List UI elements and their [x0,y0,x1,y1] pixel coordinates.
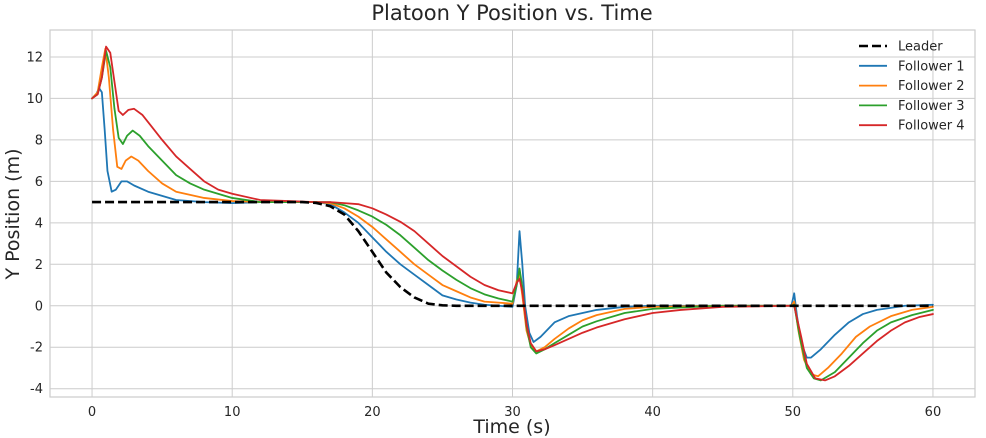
plot-border [49,29,976,398]
y-axis-ticks: -4 -2 0 2 4 6 8 10 12 [26,50,43,397]
y-tick-label: 4 [35,216,43,231]
x-tick-label: 60 [925,405,942,420]
x-tick-label: 20 [364,405,381,420]
x-tick-label: 30 [504,405,521,420]
y-tick-label: 10 [26,92,43,107]
x-tick-label: 50 [785,405,802,420]
x-axis-label: Time (s) [472,416,550,438]
x-tick-label: 40 [644,405,661,420]
y-tick-label: -2 [30,341,43,356]
y-tick-label: 8 [35,133,43,148]
legend-label: Follower 1 [898,59,965,74]
x-tick-label: 0 [88,405,96,420]
y-tick-label: 0 [35,299,43,314]
plot-frame [49,29,976,398]
series-line-leader [92,200,933,308]
y-tick-label: -4 [30,382,43,397]
legend: Leader Follower 1 Follower 2 Follower 3 Foll… [859,40,965,134]
legend-label: Follower 3 [898,99,965,114]
y-tick-label: 12 [26,50,43,65]
y-tick-label: 6 [35,175,43,190]
series-line-follower-3 [91,49,934,382]
series-line-follower-4 [91,45,934,382]
legend-label: Follower 2 [898,79,965,94]
legend-label: Follower 4 [898,119,965,134]
chart-title: Platoon Y Position vs. Time [371,1,652,25]
x-axis-ticks: 0 10 20 30 40 50 60 [88,405,941,420]
y-axis-label: Y Position (m) [2,149,24,281]
y-tick-label: 2 [35,258,43,273]
series-layer [91,45,934,382]
x-tick-label: 10 [224,405,241,420]
legend-label: Leader [898,40,943,55]
